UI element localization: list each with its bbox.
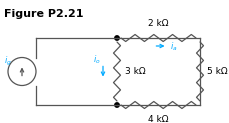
Text: $i_a$: $i_a$ [169, 41, 177, 53]
Text: $i_o$: $i_o$ [93, 53, 101, 66]
Text: 5 kΩ: 5 kΩ [207, 67, 228, 76]
Text: 3 kΩ: 3 kΩ [125, 67, 146, 76]
Text: $i_g$: $i_g$ [4, 54, 12, 68]
Text: 4 kΩ: 4 kΩ [148, 115, 169, 123]
Circle shape [115, 103, 119, 107]
Text: 2 kΩ: 2 kΩ [148, 19, 169, 28]
Text: Figure P2.21: Figure P2.21 [4, 9, 84, 19]
Circle shape [115, 36, 119, 40]
